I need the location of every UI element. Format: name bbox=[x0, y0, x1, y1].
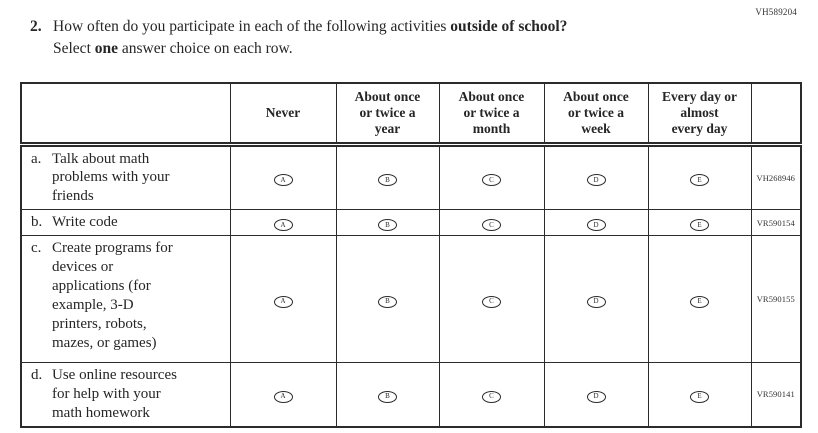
bubble-cell-everyday: E bbox=[647, 362, 752, 428]
answer-bubble-d[interactable]: D bbox=[586, 295, 606, 308]
question-block: 2. How often do you participate in each … bbox=[30, 16, 750, 61]
bubble-cell-month: C bbox=[438, 235, 545, 364]
question-line1: How often do you participate in each of … bbox=[53, 18, 567, 35]
question-line2-bold: one bbox=[94, 40, 118, 58]
bubble-cell-week: D bbox=[543, 143, 649, 211]
bubble-cell-everyday: E bbox=[647, 209, 752, 237]
column-header-month: About once or twice a month bbox=[438, 82, 545, 147]
question-line1-bold: outside of school? bbox=[450, 18, 568, 35]
answer-bubble-c[interactable]: C bbox=[482, 219, 501, 232]
corner-empty-cell bbox=[20, 82, 231, 147]
page-item-code: VH589204 bbox=[755, 7, 797, 17]
bubble-cell-year: B bbox=[335, 235, 440, 364]
item-code-cell: VR590155 bbox=[750, 235, 802, 364]
header-row: Never About once or twice a year About o… bbox=[20, 82, 802, 147]
row-label-cell: c. Create programs for devices or applic… bbox=[20, 235, 231, 364]
bubble-cell-month: C bbox=[438, 362, 545, 428]
answer-bubble-c[interactable]: C bbox=[482, 390, 501, 403]
answer-bubble-b[interactable]: B bbox=[378, 174, 397, 187]
row-label-cell: b. Write code bbox=[20, 209, 231, 237]
item-code-cell: VR590141 bbox=[750, 362, 802, 428]
answer-bubble-a[interactable]: A bbox=[273, 219, 293, 232]
bubble-cell-year: B bbox=[335, 143, 440, 211]
answer-bubble-e[interactable]: E bbox=[690, 174, 709, 187]
column-header-everyday: Every day or almost every day bbox=[647, 82, 752, 147]
table-row-a: a. Talk about math problems with your fr… bbox=[20, 143, 802, 211]
answer-bubble-a[interactable]: A bbox=[273, 390, 293, 403]
question-line2: Select one answer choice on each row. bbox=[53, 40, 293, 57]
row-label: Create programs for devices or applicati… bbox=[52, 240, 173, 351]
question-number: 2. bbox=[30, 18, 42, 35]
row-label: Use online resources for help with your … bbox=[52, 367, 177, 421]
bubble-cell-month: C bbox=[438, 143, 545, 211]
answer-bubble-d[interactable]: D bbox=[586, 219, 606, 232]
answer-bubble-c[interactable]: C bbox=[482, 295, 501, 308]
bubble-cell-never: A bbox=[229, 235, 337, 364]
bubble-cell-year: B bbox=[335, 362, 440, 428]
row-label: Talk about math problems with your frien… bbox=[52, 150, 170, 205]
answer-bubble-e[interactable]: E bbox=[690, 295, 709, 308]
code-column-header bbox=[750, 82, 802, 147]
row-letter: c. bbox=[31, 240, 42, 257]
answer-bubble-c[interactable]: C bbox=[482, 174, 501, 187]
answer-bubble-d[interactable]: D bbox=[586, 390, 606, 403]
row-letter: b. bbox=[31, 214, 43, 231]
column-header-year: About once or twice a year bbox=[335, 82, 440, 147]
answer-bubble-e[interactable]: E bbox=[690, 390, 709, 403]
answer-bubble-a[interactable]: A bbox=[273, 295, 293, 308]
item-code-cell: VR590154 bbox=[750, 209, 802, 237]
bubble-cell-everyday: E bbox=[647, 235, 752, 364]
answer-bubble-b[interactable]: B bbox=[378, 295, 397, 308]
answer-bubble-b[interactable]: B bbox=[378, 219, 397, 232]
bubble-cell-never: A bbox=[229, 362, 337, 428]
bubble-cell-never: A bbox=[229, 143, 337, 211]
table-row-c: c. Create programs for devices or applic… bbox=[20, 235, 802, 364]
bubble-cell-week: D bbox=[543, 209, 649, 237]
question-text: How often do you participate in each of … bbox=[53, 16, 567, 61]
bubble-cell-month: C bbox=[438, 209, 545, 237]
question-line1-regular: How often do you participate in each of … bbox=[53, 18, 451, 35]
bubble-cell-never: A bbox=[229, 209, 337, 237]
question-line2-end: answer choice on each row. bbox=[118, 40, 293, 58]
bubble-cell-year: B bbox=[335, 209, 440, 237]
answer-bubble-d[interactable]: D bbox=[586, 174, 606, 187]
table-row-d: d. Use online resources for help with yo… bbox=[20, 362, 802, 428]
row-label-cell: d. Use online resources for help with yo… bbox=[20, 362, 231, 428]
row-label-cell: a. Talk about math problems with your fr… bbox=[20, 143, 231, 211]
row-letter: d. bbox=[31, 367, 43, 384]
answer-bubble-b[interactable]: B bbox=[378, 390, 397, 403]
frequency-matrix-table: Never About once or twice a year About o… bbox=[20, 82, 802, 428]
bubble-cell-week: D bbox=[543, 362, 649, 428]
column-header-week: About once or twice a week bbox=[543, 82, 649, 147]
column-header-never: Never bbox=[229, 82, 337, 147]
item-code-cell: VH268946 bbox=[750, 143, 802, 211]
row-label: Write code bbox=[52, 214, 118, 231]
bubble-cell-everyday: E bbox=[647, 143, 752, 211]
bubble-cell-week: D bbox=[543, 235, 649, 364]
answer-bubble-e[interactable]: E bbox=[690, 219, 709, 232]
answer-bubble-a[interactable]: A bbox=[273, 174, 293, 187]
table-row-b: b. Write code A B C D E VR590154 bbox=[20, 209, 802, 237]
row-letter: a. bbox=[31, 150, 42, 167]
question-line2-start: Select bbox=[53, 40, 95, 58]
